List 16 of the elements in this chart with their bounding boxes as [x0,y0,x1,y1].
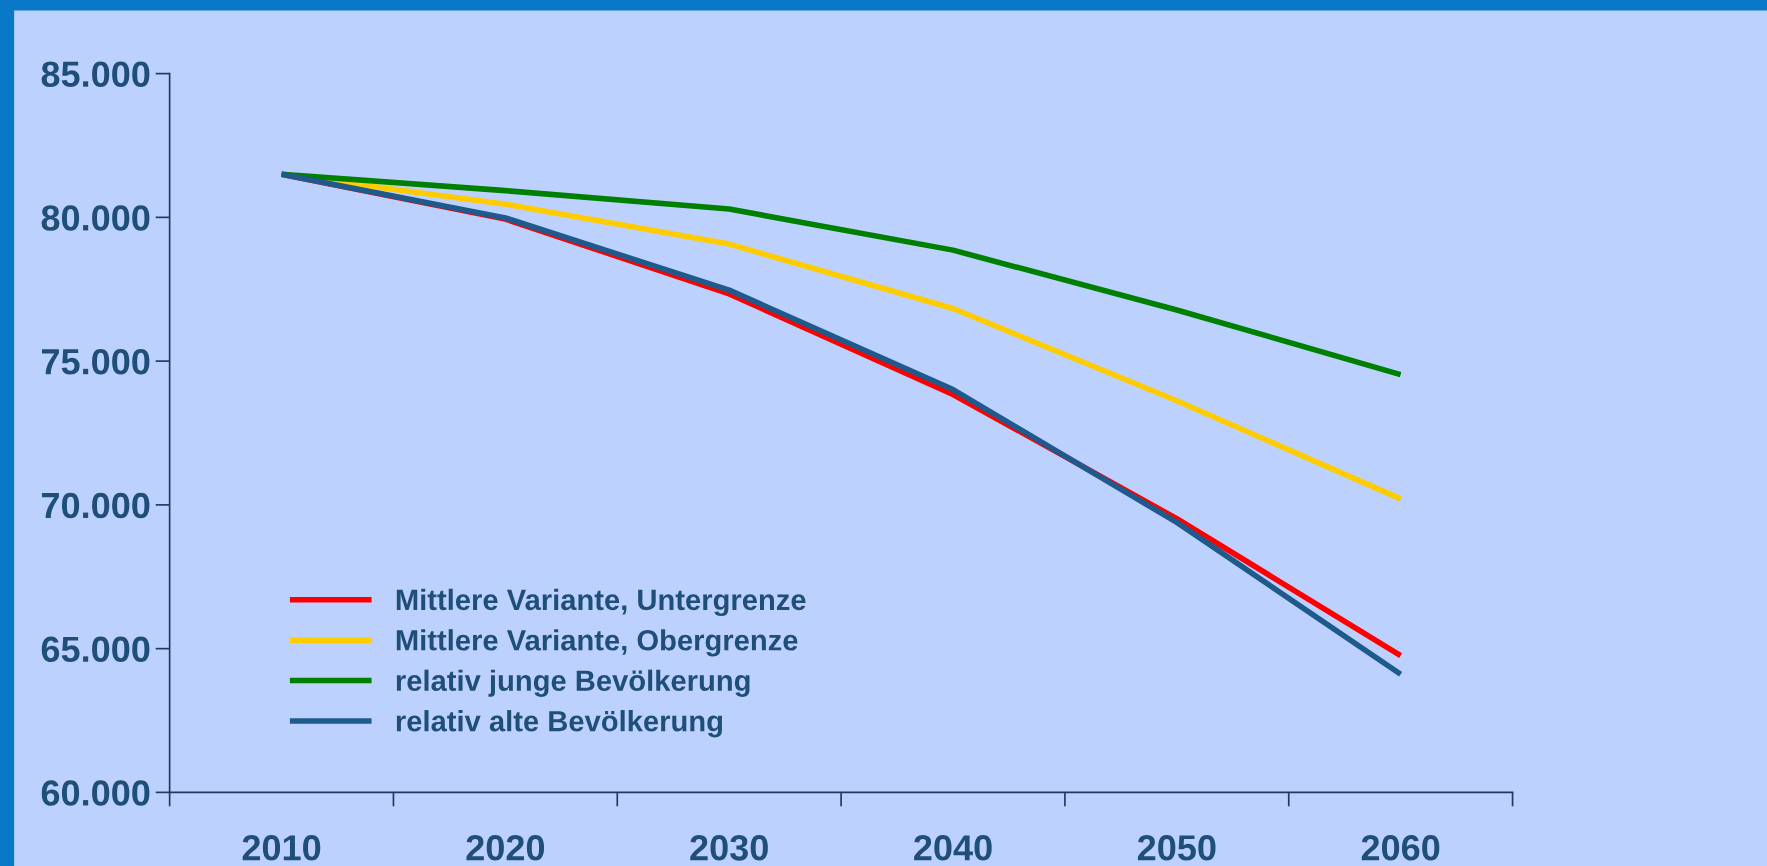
y-tick-label: 65.000 [41,636,150,663]
legend-label: Mittlere Variante, Untergrenze [396,588,806,617]
y-tick-label: 60.000 [41,780,150,806]
x-tick-label: 2030 [690,835,768,861]
y-tick-label: 80.000 [41,205,150,231]
x-tick-label: 2010 [242,835,321,861]
y-tick-label: 70.000 [42,492,150,519]
x-tick-label: 2060 [1361,835,1440,861]
x-tick-label: 2020 [466,835,545,861]
legend-label: relativ alte Bevölkerung [396,710,722,738]
y-tick-label: 75.000 [42,348,150,375]
x-tick-label: 2050 [1137,835,1216,861]
y-tick-label: 85.000 [41,61,150,88]
legend-label: Mittlere Variante, Obergrenze [396,629,798,657]
legend-label: relativ junge Bevölkerung [396,669,750,697]
x-tick-label: 2040 [914,835,992,861]
